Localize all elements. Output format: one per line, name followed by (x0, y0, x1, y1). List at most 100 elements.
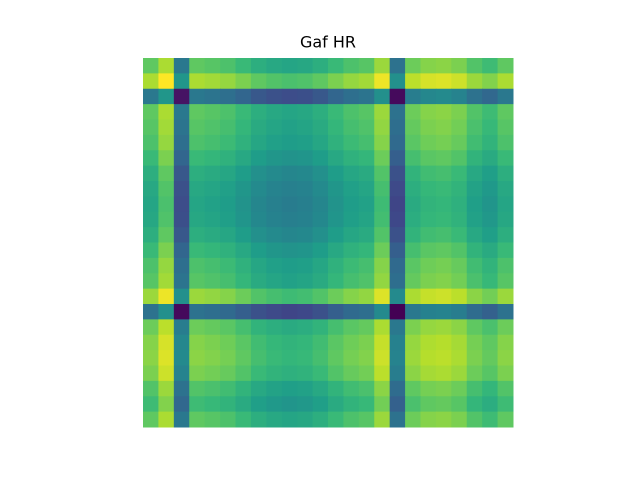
cell (497, 365, 514, 382)
cell (281, 334, 298, 351)
cell (343, 150, 360, 167)
cell (435, 304, 452, 320)
cell (343, 134, 360, 151)
cell (497, 396, 514, 413)
cell (266, 58, 283, 74)
cell (374, 396, 391, 413)
cell (235, 196, 252, 213)
cell (312, 350, 329, 366)
cell (204, 73, 221, 90)
cell (358, 88, 375, 105)
cell (312, 165, 329, 182)
cell (482, 150, 499, 167)
cell (374, 134, 391, 151)
cell (389, 104, 406, 120)
cell (451, 334, 468, 351)
cell (312, 257, 329, 274)
cell (389, 350, 406, 366)
cell (297, 165, 314, 182)
cell (312, 304, 329, 320)
cell (266, 288, 283, 305)
cell (143, 319, 159, 336)
cell (435, 319, 452, 336)
cell (328, 319, 344, 336)
cell (250, 273, 267, 290)
cell (466, 257, 483, 274)
cell (328, 181, 344, 197)
cell (482, 319, 499, 336)
cell (405, 150, 421, 167)
cell (173, 365, 190, 382)
cell (389, 119, 406, 136)
cell (220, 365, 236, 382)
cell (250, 104, 267, 120)
cell (312, 380, 329, 397)
cell (405, 211, 421, 228)
cell (250, 181, 267, 197)
cell (173, 319, 190, 336)
cell (466, 150, 483, 167)
cell (266, 211, 283, 228)
cell (451, 380, 468, 397)
cell (204, 58, 221, 74)
cell (204, 365, 221, 382)
cell (405, 196, 421, 213)
cell (420, 73, 437, 90)
cell (466, 227, 483, 243)
cell (435, 380, 452, 397)
cell (343, 227, 360, 243)
cell (435, 257, 452, 274)
cell (389, 411, 406, 428)
cell (266, 319, 283, 336)
cell (374, 196, 391, 213)
cell (343, 334, 360, 351)
cell (266, 257, 283, 274)
cell (358, 196, 375, 213)
cell (173, 304, 190, 320)
cell (328, 165, 344, 182)
cell (466, 88, 483, 105)
cell (420, 288, 437, 305)
cell (389, 211, 406, 228)
cell (389, 165, 406, 182)
cell (266, 380, 283, 397)
cell (250, 196, 267, 213)
cell (328, 365, 344, 382)
cell (250, 257, 267, 274)
cell (451, 88, 468, 105)
cell (189, 380, 206, 397)
cell (143, 350, 159, 366)
cell (158, 165, 175, 182)
cell (435, 181, 452, 197)
cell (173, 257, 190, 274)
cell (374, 304, 391, 320)
cell (143, 181, 159, 197)
cell (189, 242, 206, 259)
cell (220, 242, 236, 259)
cell (143, 196, 159, 213)
cell (435, 73, 452, 90)
cell (220, 319, 236, 336)
cell (158, 350, 175, 366)
cell (297, 134, 314, 151)
cell (420, 380, 437, 397)
cell (358, 227, 375, 243)
cell (220, 257, 236, 274)
cell (143, 411, 159, 428)
cell (235, 257, 252, 274)
cell (266, 196, 283, 213)
cell (389, 288, 406, 305)
cell (250, 411, 267, 428)
cell (235, 411, 252, 428)
cell (204, 304, 221, 320)
cell (204, 257, 221, 274)
cell (328, 119, 344, 136)
cell (343, 257, 360, 274)
cell (220, 58, 236, 74)
cell (482, 380, 499, 397)
cell (204, 134, 221, 151)
cell (158, 227, 175, 243)
cell (312, 396, 329, 413)
cell (158, 411, 175, 428)
cell (158, 288, 175, 305)
